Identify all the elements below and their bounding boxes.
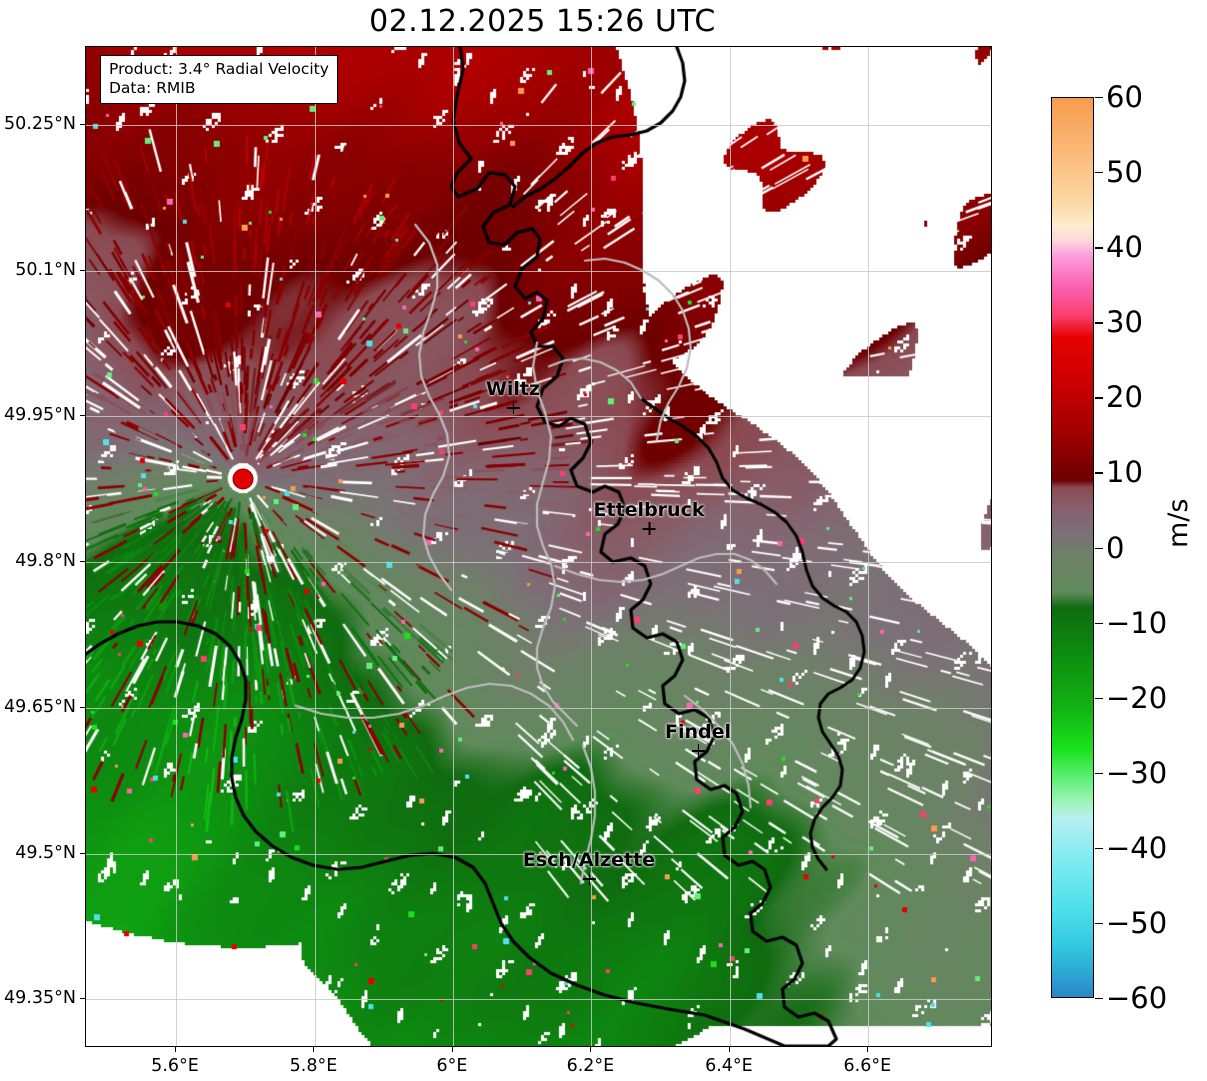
city-marker: Ettelbruck xyxy=(593,499,705,535)
y-axis-tick-label: 50.25°N xyxy=(4,113,76,134)
gridline-vertical xyxy=(453,47,454,1046)
colorbar-tick xyxy=(1095,172,1103,174)
colorbar-tick xyxy=(1095,772,1103,775)
colorbar-tick xyxy=(1095,922,1103,925)
colorbar-tick-label: −60 xyxy=(1106,981,1168,1015)
product-line: Product: 3.4° Radial Velocity xyxy=(109,60,329,78)
colorbar-tick-label: −10 xyxy=(1106,605,1168,640)
radar-velocity-field xyxy=(86,47,991,1046)
gridline-horizontal xyxy=(86,416,991,418)
colorbar-tick-label: 20 xyxy=(1106,380,1143,415)
city-cross-icon xyxy=(582,872,596,885)
colorbar-tick xyxy=(1095,998,1103,1000)
y-axis-tick-label: 49.35°N xyxy=(4,988,76,1009)
colorbar-tick-label: 10 xyxy=(1106,455,1143,490)
city-cross-icon xyxy=(506,401,520,414)
colorbar-tick-label: 40 xyxy=(1106,230,1143,265)
data-source-line: Data: RMIB xyxy=(109,78,196,97)
x-axis-tick-label: 5.8°E xyxy=(289,1056,338,1076)
y-axis-tick-label: 49.5°N xyxy=(15,842,76,863)
x-axis-tick xyxy=(175,1047,176,1052)
city-label: Findel xyxy=(664,721,732,743)
y-axis-tick xyxy=(80,852,85,854)
product-info-box: Product: 3.4° Radial Velocity Data: RMIB xyxy=(100,55,338,104)
city-marker: Esch/Alzette xyxy=(523,849,655,885)
city-cross-icon xyxy=(691,744,705,757)
city-cross-icon xyxy=(642,522,656,535)
colorbar-tick-label: 50 xyxy=(1106,155,1143,190)
y-axis-tick xyxy=(80,998,85,1000)
colorbar-tick-label: 60 xyxy=(1106,80,1143,114)
gridline-vertical xyxy=(176,47,177,1046)
y-axis-tick-label: 49.65°N xyxy=(4,696,76,717)
gridline-vertical xyxy=(729,47,731,1046)
x-axis-tick xyxy=(451,1047,453,1052)
y-axis-tick xyxy=(80,123,85,125)
colorbar-tick xyxy=(1095,97,1103,99)
gridline-vertical xyxy=(314,47,316,1046)
colorbar-unit-label: m/s xyxy=(1163,498,1194,548)
gridline-vertical xyxy=(591,47,593,1046)
gridline-horizontal xyxy=(86,124,991,126)
colorbar-tick xyxy=(1095,472,1103,474)
colorbar-tick-label: −50 xyxy=(1106,905,1168,940)
gridline-horizontal xyxy=(86,562,991,564)
colorbar-tick xyxy=(1095,397,1103,399)
x-axis-tick-label: 6.2°E xyxy=(566,1056,615,1076)
gridline-horizontal xyxy=(86,707,991,709)
colorbar-tick xyxy=(1095,847,1103,850)
colorbar-tick-label: −20 xyxy=(1106,680,1168,715)
gridline-horizontal xyxy=(86,999,991,1001)
y-axis-tick xyxy=(80,706,85,708)
y-axis-tick-label: 49.95°N xyxy=(4,405,76,426)
radar-site-marker xyxy=(232,468,254,490)
colorbar-tick xyxy=(1095,697,1103,700)
x-axis-tick xyxy=(867,1047,869,1052)
city-marker: Findel xyxy=(665,721,731,757)
y-axis-tick xyxy=(80,269,85,271)
colorbar-tick-label: −30 xyxy=(1106,755,1168,790)
gridline-vertical xyxy=(868,47,870,1046)
colorbar xyxy=(1051,97,1094,998)
page-title: 02.12.2025 15:26 UTC xyxy=(369,4,716,39)
x-axis-tick xyxy=(728,1047,730,1052)
x-axis-tick-label: 6.6°E xyxy=(843,1056,892,1076)
colorbar-gradient xyxy=(1052,98,1093,997)
x-axis-tick-label: 5.6°E xyxy=(151,1056,199,1076)
x-axis-tick-label: 6°E xyxy=(436,1056,468,1076)
city-label: Ettelbruck xyxy=(593,499,705,521)
radar-plot-area: Wiltz Ettelbruck Findel Esch/Alzette Produc… xyxy=(85,46,992,1047)
colorbar-tick xyxy=(1095,247,1103,249)
y-axis-tick-label: 50.1°N xyxy=(15,259,76,280)
colorbar-tick-label: 0 xyxy=(1106,530,1125,565)
colorbar-tick xyxy=(1095,547,1103,549)
city-marker: Wiltz xyxy=(486,378,540,414)
city-label: Wiltz xyxy=(485,378,541,400)
y-axis-tick-label: 49.8°N xyxy=(15,551,76,572)
y-axis-tick xyxy=(80,561,85,563)
y-axis-tick xyxy=(80,415,85,417)
x-axis-tick-label: 6.4°E xyxy=(705,1056,753,1076)
gridline-horizontal xyxy=(86,853,991,855)
colorbar-tick-label: 30 xyxy=(1106,305,1143,340)
x-axis-tick xyxy=(313,1047,315,1052)
colorbar-tick-label: −40 xyxy=(1106,830,1168,865)
x-axis-tick xyxy=(590,1047,592,1052)
colorbar-tick xyxy=(1095,622,1103,624)
gridline-horizontal xyxy=(86,270,991,272)
city-label: Esch/Alzette xyxy=(522,849,656,871)
colorbar-tick xyxy=(1095,322,1103,324)
